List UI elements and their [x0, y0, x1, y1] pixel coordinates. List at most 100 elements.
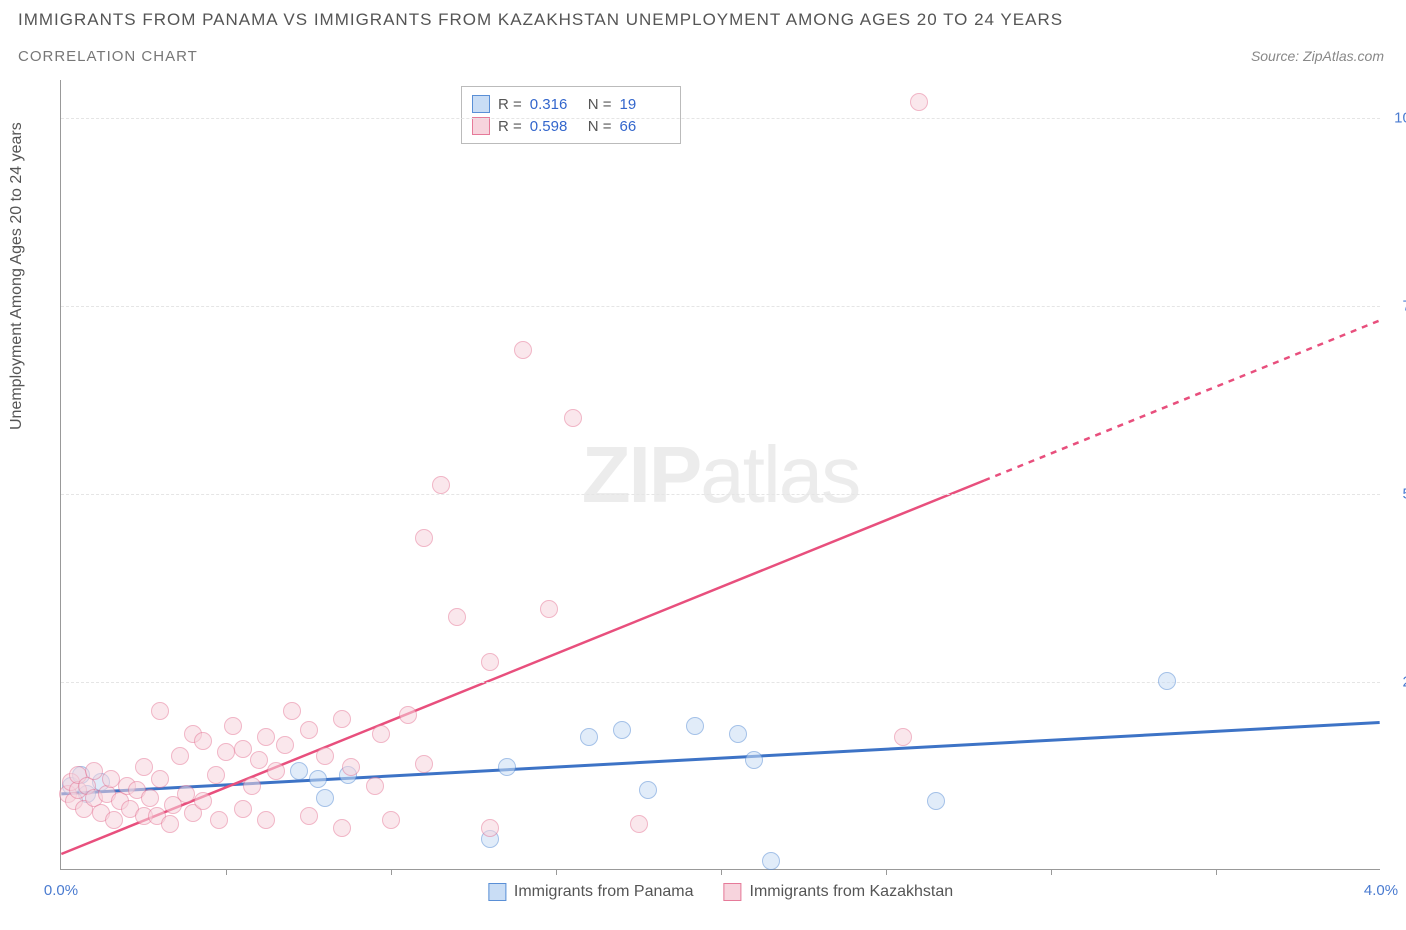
scatter-point: [207, 766, 225, 784]
scatter-point: [210, 811, 228, 829]
x-tick: [226, 869, 227, 875]
scatter-point: [498, 758, 516, 776]
scatter-point: [135, 758, 153, 776]
r-value: 0.598: [530, 118, 580, 135]
scatter-point: [283, 702, 301, 720]
x-tick: [391, 869, 392, 875]
legend-swatch: [488, 883, 506, 901]
scatter-point: [267, 762, 285, 780]
scatter-point: [894, 728, 912, 746]
x-tick: [1051, 869, 1052, 875]
scatter-point: [342, 758, 360, 776]
scatter-point: [105, 811, 123, 829]
r-label: R =: [498, 96, 522, 113]
bottom-legend: Immigrants from Panama Immigrants from Ka…: [488, 883, 953, 901]
scatter-point: [300, 807, 318, 825]
scatter-point: [481, 653, 499, 671]
scatter-point: [399, 706, 417, 724]
scatter-point: [316, 789, 334, 807]
scatter-point: [333, 710, 351, 728]
n-value: 66: [620, 118, 670, 135]
scatter-point: [290, 762, 308, 780]
scatter-point: [85, 762, 103, 780]
scatter-point: [257, 811, 275, 829]
y-tick-label: 50.0%: [1402, 485, 1406, 502]
chart-title: IMMIGRANTS FROM PANAMA VS IMMIGRANTS FRO…: [18, 10, 1063, 30]
x-tick: [556, 869, 557, 875]
scatter-point: [415, 755, 433, 773]
y-tick-label: 100.0%: [1394, 109, 1406, 126]
scatter-point: [151, 702, 169, 720]
y-tick-label: 25.0%: [1402, 673, 1406, 690]
scatter-point: [151, 770, 169, 788]
scatter-point: [141, 789, 159, 807]
scatter-point: [333, 819, 351, 837]
scatter-chart: ZIPatlas R =0.316N =19R =0.598N =66 Immi…: [60, 80, 1380, 870]
scatter-point: [194, 732, 212, 750]
n-value: 19: [620, 96, 670, 113]
x-tick: [1216, 869, 1217, 875]
scatter-point: [514, 341, 532, 359]
scatter-point: [177, 785, 195, 803]
n-label: N =: [588, 118, 612, 135]
watermark: ZIPatlas: [582, 429, 859, 521]
scatter-point: [102, 770, 120, 788]
legend-item: Immigrants from Panama: [488, 883, 694, 901]
legend-label: Immigrants from Kazakhstan: [749, 883, 953, 901]
scatter-point: [415, 529, 433, 547]
n-label: N =: [588, 96, 612, 113]
scatter-point: [432, 476, 450, 494]
stats-box: R = 0.316 N = 19 R = 0.598 N = 66: [461, 86, 681, 144]
scatter-point: [481, 819, 499, 837]
scatter-point: [366, 777, 384, 795]
scatter-point: [250, 751, 268, 769]
legend-swatch: [472, 117, 490, 135]
y-axis-label: Unemployment Among Ages 20 to 24 years: [8, 122, 26, 430]
scatter-point: [564, 409, 582, 427]
legend-label: Immigrants from Panama: [514, 883, 694, 901]
scatter-point: [161, 815, 179, 833]
scatter-point: [194, 792, 212, 810]
scatter-point: [540, 600, 558, 618]
scatter-point: [613, 721, 631, 739]
scatter-point: [910, 93, 928, 111]
scatter-point: [1158, 672, 1176, 690]
scatter-point: [309, 770, 327, 788]
scatter-point: [762, 852, 780, 870]
scatter-point: [171, 747, 189, 765]
legend-swatch: [472, 95, 490, 113]
scatter-point: [234, 740, 252, 758]
gridline: [61, 306, 1380, 307]
scatter-point: [630, 815, 648, 833]
scatter-point: [372, 725, 390, 743]
r-label: R =: [498, 118, 522, 135]
r-value: 0.316: [530, 96, 580, 113]
legend-swatch: [723, 883, 741, 901]
scatter-point: [224, 717, 242, 735]
scatter-point: [243, 777, 261, 795]
gridline: [61, 682, 1380, 683]
scatter-point: [300, 721, 318, 739]
scatter-point: [639, 781, 657, 799]
scatter-point: [448, 608, 466, 626]
y-tick-label: 75.0%: [1402, 297, 1406, 314]
scatter-point: [316, 747, 334, 765]
scatter-point: [276, 736, 294, 754]
legend-item: Immigrants from Kazakhstan: [723, 883, 953, 901]
gridline: [61, 118, 1380, 119]
scatter-point: [257, 728, 275, 746]
scatter-point: [217, 743, 235, 761]
scatter-point: [745, 751, 763, 769]
x-tick: [721, 869, 722, 875]
scatter-point: [234, 800, 252, 818]
scatter-point: [686, 717, 704, 735]
x-tick: [886, 869, 887, 875]
x-tick-label: 4.0%: [1364, 882, 1398, 899]
source-attribution: Source: ZipAtlas.com: [1251, 48, 1384, 64]
stats-row: R = 0.316 N = 19: [472, 93, 670, 115]
scatter-point: [382, 811, 400, 829]
scatter-point: [927, 792, 945, 810]
x-tick-label: 0.0%: [44, 882, 78, 899]
scatter-point: [580, 728, 598, 746]
scatter-point: [729, 725, 747, 743]
